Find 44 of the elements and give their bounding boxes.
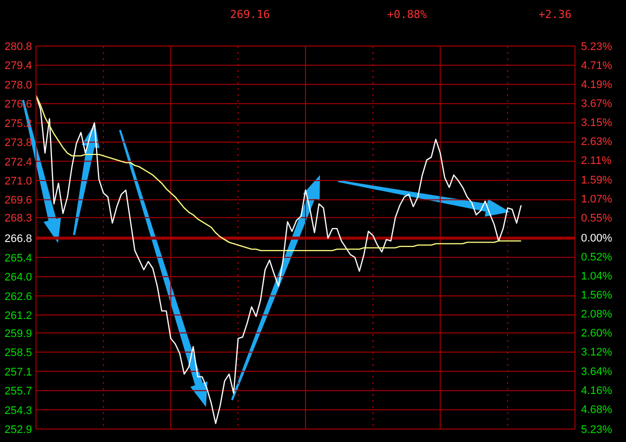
y2-tick-label: 1.07% xyxy=(581,193,612,206)
y2-tick-label: 0.55% xyxy=(581,212,612,224)
y-tick-label: 271.0 xyxy=(4,176,32,188)
y2-tick-label: 1.59% xyxy=(581,174,612,186)
y2-tick-label: 4.68% xyxy=(581,404,612,416)
y2-tick-label: 0.52% xyxy=(581,252,612,264)
y-tick-label: 264.0 xyxy=(4,272,32,284)
y-tick-label: 258.5 xyxy=(4,347,32,360)
y-tick-label: 269.6 xyxy=(4,194,32,207)
y-tick-label: 261.2 xyxy=(4,310,32,322)
text: +0.88% xyxy=(386,8,428,21)
y2-tick-label: 3.64% xyxy=(581,366,612,378)
y2-tick-label: 3.15% xyxy=(581,117,612,130)
y2-tick-label: 2.60% xyxy=(581,328,612,340)
y2-tick-label: 4.16% xyxy=(581,384,612,397)
y-tick-label: 265.4 xyxy=(4,252,32,264)
y2-tick-label: 0.00% xyxy=(581,232,612,244)
y-tick-label: 273.8 xyxy=(4,137,32,150)
y-tick-label: 278.0 xyxy=(4,79,32,92)
y2-tick-label: 5.23% xyxy=(581,41,612,53)
y-tick-label: 272.4 xyxy=(4,156,32,168)
y2-tick-label: 4.19% xyxy=(581,79,612,92)
y2-tick-label: 1.04% xyxy=(581,270,612,283)
y-tick-label: 262.6 xyxy=(4,290,32,303)
text: 269.16 xyxy=(229,8,271,21)
y2-tick-label: 4.71% xyxy=(581,60,612,72)
y2-tick-label: 3.67% xyxy=(581,98,612,110)
y2-tick-label: 3.12% xyxy=(581,346,612,359)
y-tick-label: 266.8 xyxy=(4,233,32,246)
text: +2.36 xyxy=(537,8,573,21)
line-series xyxy=(35,94,522,252)
y2-tick-label: 2.08% xyxy=(581,308,612,321)
y-tick-label: 255.7 xyxy=(4,386,32,398)
y2-tick-label: 2.63% xyxy=(581,136,612,148)
y-tick-label: 257.1 xyxy=(4,366,32,378)
y-tick-label: 280.8 xyxy=(4,41,32,53)
y-tick-label: 259.9 xyxy=(4,328,32,340)
y2-tick-label: 5.23% xyxy=(581,424,612,436)
y-tick-label: 252.9 xyxy=(4,424,32,436)
y2-tick-label: 1.56% xyxy=(581,290,612,302)
y-tick-label: 254.3 xyxy=(4,404,32,417)
y-tick-label: 268.3 xyxy=(4,212,32,225)
y2-tick-label: 2.11% xyxy=(581,155,612,168)
y-tick-label: 279.4 xyxy=(4,60,32,72)
